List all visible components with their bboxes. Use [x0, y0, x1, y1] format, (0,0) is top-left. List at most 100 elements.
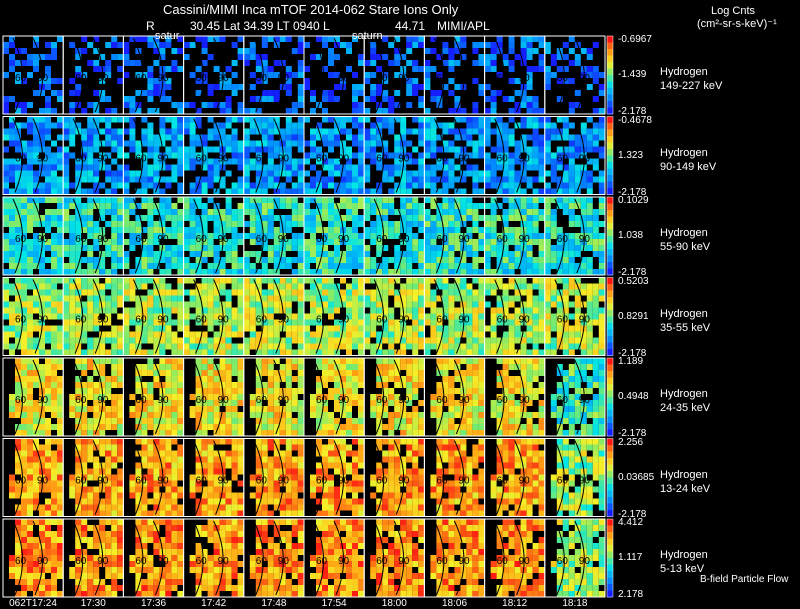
contour-line	[273, 37, 284, 113]
pixel	[442, 140, 449, 147]
pixel	[165, 412, 172, 418]
pixel	[93, 108, 100, 114]
pixel	[310, 108, 316, 114]
pixel	[370, 307, 377, 314]
pixel	[21, 269, 27, 275]
contour-label: 90	[338, 154, 350, 165]
pixel	[39, 349, 45, 356]
pixel	[598, 245, 605, 251]
pixel	[448, 307, 455, 314]
pixel	[129, 209, 136, 215]
pixel	[105, 245, 112, 251]
pixel	[225, 394, 232, 400]
pixel	[454, 176, 461, 183]
pixel	[418, 152, 425, 159]
pixel	[213, 263, 220, 269]
pixel	[586, 140, 593, 147]
pixel	[129, 170, 136, 177]
pixel	[129, 134, 136, 141]
pixel	[478, 140, 485, 147]
pixel	[502, 122, 509, 129]
pixel	[255, 221, 262, 227]
pixel	[394, 277, 401, 284]
pixel	[297, 42, 304, 48]
colorbar-frame	[606, 196, 614, 276]
pixel	[225, 370, 232, 376]
contour-label: 60	[135, 315, 147, 326]
pixel	[255, 364, 262, 370]
pixel	[141, 128, 148, 135]
pixel	[57, 227, 63, 233]
pixel	[514, 376, 521, 382]
contour-line	[152, 198, 164, 274]
pixel	[63, 116, 70, 123]
pixel	[255, 203, 262, 209]
pixel	[27, 337, 33, 344]
pixel	[249, 146, 256, 153]
contour-label: 60	[497, 234, 509, 245]
pixel	[394, 325, 401, 332]
pixel	[502, 412, 509, 418]
contour-line	[193, 37, 204, 113]
pixel	[111, 146, 118, 153]
pixel	[376, 283, 383, 290]
pixel	[580, 176, 587, 183]
pixel	[261, 197, 268, 203]
pixel	[376, 376, 383, 382]
pixel	[27, 140, 33, 147]
pixel	[225, 209, 232, 215]
pixel	[57, 400, 63, 406]
pixel	[412, 331, 419, 338]
pixel	[93, 60, 100, 66]
pixel	[201, 358, 208, 364]
pixel	[165, 164, 172, 171]
pixel	[556, 245, 563, 251]
contour-line	[574, 118, 585, 193]
pixel	[237, 307, 244, 314]
contour-label: 90	[97, 395, 109, 406]
pixel	[376, 108, 383, 114]
pixel	[508, 349, 515, 356]
pixel	[141, 283, 148, 290]
pixel	[273, 182, 280, 189]
pixel	[352, 164, 358, 171]
pixel	[490, 128, 497, 135]
pixel	[273, 140, 280, 147]
pixel	[219, 140, 226, 147]
contour-line	[32, 37, 44, 113]
pixel	[147, 140, 154, 147]
pixel	[448, 331, 455, 338]
pixel	[532, 239, 539, 245]
pixel	[117, 364, 124, 370]
pixel	[249, 313, 256, 320]
pixel	[586, 203, 593, 209]
pixel	[322, 331, 328, 338]
pixel	[544, 209, 551, 215]
pixel	[586, 227, 593, 233]
pixel	[568, 102, 575, 108]
pixel	[201, 337, 208, 344]
colorbar-step	[607, 123, 613, 130]
pixel	[442, 122, 449, 129]
pixel	[370, 233, 377, 239]
pixel	[267, 140, 274, 147]
pixel	[51, 209, 57, 215]
pixel	[9, 122, 15, 129]
pixel	[490, 331, 497, 338]
pixel	[586, 116, 593, 123]
pixel	[207, 170, 214, 177]
pixel	[207, 102, 214, 108]
pixel	[81, 36, 88, 42]
pixel	[39, 122, 45, 129]
pixel	[538, 319, 545, 326]
pixel	[111, 289, 118, 296]
pixel	[430, 146, 437, 153]
pixel	[472, 295, 479, 302]
pixel	[21, 337, 27, 344]
pixel	[514, 400, 521, 406]
pixel	[177, 370, 184, 376]
pixel	[532, 116, 539, 123]
pixel	[466, 209, 473, 215]
pixel	[165, 66, 172, 72]
pixel	[225, 66, 232, 72]
